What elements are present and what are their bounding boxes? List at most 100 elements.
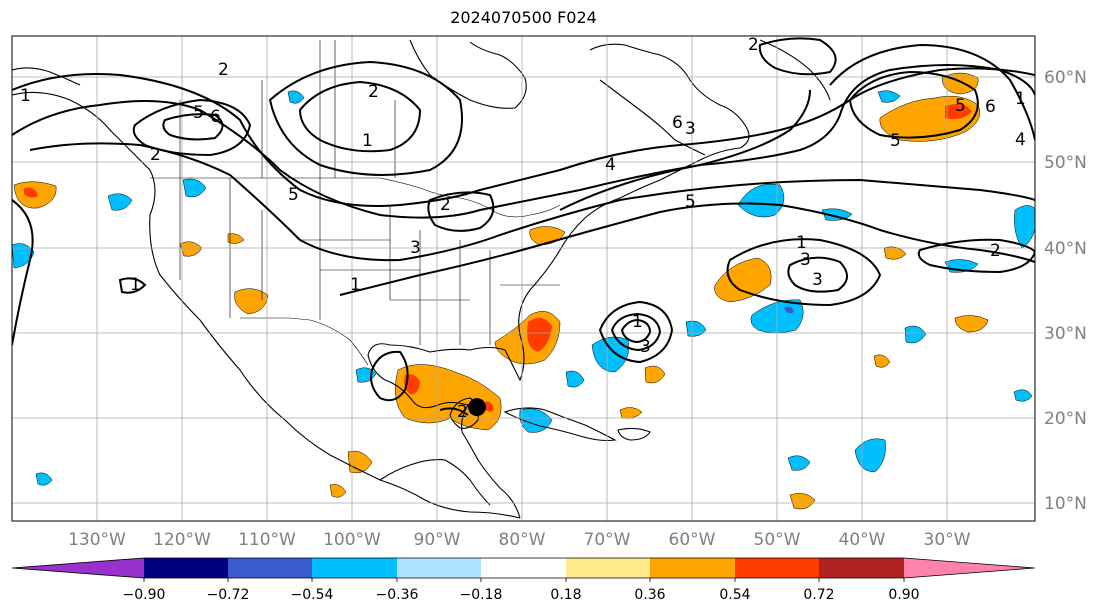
shade-pac-orange-4 [227,233,245,244]
colorbar-tick-label: −0.90 [123,587,166,603]
shade-pac-orange-2 [234,288,269,315]
shade-atl-orange-3 [789,493,816,510]
colorbar-ticks [143,578,905,582]
coast-alaska-islands [12,67,81,86]
shade-atl-blue-12 [821,208,853,221]
lon-tick-label: 80°W [499,530,546,550]
colorbar-segment [312,558,397,578]
contour-hudson-2 [268,60,463,176]
province-lines [179,40,396,178]
shade-atl-orange-4 [644,365,666,384]
map-background [12,36,1035,521]
contour-label: 5 [288,185,299,205]
contour-label: 2 [748,35,759,55]
shade-pac-orange-5 [329,484,347,498]
contour-bermuda-2 [610,312,662,352]
storm-position-marker [468,398,486,417]
lon-tick-label: 110°W [238,530,296,550]
contour-low-6 [162,113,224,141]
lon-tick-label: 120°W [153,530,211,550]
shade-atl-blue-2 [591,336,629,373]
shade-pac-blue-1 [12,243,35,269]
colorbar: −0.90 −0.72 −0.54 −0.36 −0.18 0.18 0.36 … [11,557,1036,603]
shade-atl-orange-2 [954,315,989,333]
shade-florida-red [527,317,552,352]
contour-bermuda-3 [620,318,652,344]
lat-tick-label: 40°N [1044,239,1087,259]
contour-label: 2 [990,241,1001,261]
colorbar-tick-label: −0.54 [291,587,334,603]
shade-pac-red-1 [24,187,38,198]
contour-label: 2 [457,402,468,422]
coast-cuba [503,407,617,442]
map-frame [11,35,1036,522]
lon-tick-label: 100°W [323,530,381,550]
contours [12,37,1035,416]
contour-label: 2 [440,195,451,215]
coast-gulf-east [367,43,750,519]
colorbar-tick-label: 0.72 [803,587,834,603]
lon-tick-label: 40°W [839,530,886,550]
border-us-mexico [240,317,369,366]
contour-label: 5 [193,103,204,123]
contour-2 [29,142,1035,262]
shade-atl-blue-14 [1013,389,1033,402]
contour-tail-2 [439,407,469,416]
colorbar-segment [144,558,228,578]
coast-yucatan [449,397,479,429]
colorbar-segment [650,558,735,578]
map-area: 1 2 5 6 2 1 1 5 2 3 1 6 5 4 2 1 3 1 3 2 … [12,35,1035,521]
shade-pac-blue-2 [35,472,53,486]
contour-label: 3 [410,238,421,258]
contour-low-5 [132,98,252,157]
contour-label: 3 [812,270,823,290]
lon-tick-label: 30°W [924,530,971,550]
coast-hudson-bay [409,39,527,109]
colorbar-segment [819,558,904,578]
colorbar-segment [228,558,312,578]
shade-atl-blue-8 [877,90,901,103]
lon-tick-label: 60°W [669,530,716,550]
contour-1c [12,199,1035,346]
contour-label: 6 [672,113,683,133]
contour-label: 1 [130,275,141,295]
contour-label: 1 [1015,89,1026,109]
shade-atl-orange-7 [883,246,907,260]
contour-label: 6 [985,97,996,117]
contour-canada-3 [427,191,495,232]
contour-hudson-1 [298,80,422,153]
coast-labrador [599,79,706,156]
lon-tick-label: 130°W [68,530,126,550]
shade-atl-orange-1 [714,257,772,303]
colorbar-tick-label: 0.18 [550,587,581,603]
lon-tick-labels: 130°W 120°W 110°W 100°W 90°W 80°W 70°W 6… [68,530,971,550]
contour-label: 1 [350,275,361,295]
contour-label: 5 [955,96,966,116]
shade-atl-blue-4 [1014,205,1035,249]
contour-label: 5 [685,192,696,212]
contour-label: 2 [218,60,229,80]
colorbar-tick-label: 0.54 [719,587,750,603]
colorbar-segment [566,558,650,578]
contour-atl-high-2 [829,43,1035,141]
contour-label: 4 [1015,130,1026,150]
contour-label: 1 [20,86,31,106]
shading-layer [12,72,1035,510]
shade-can-blue-3 [287,90,305,104]
shade-gulf-red-2 [484,401,494,412]
lat-tick-label: 20°N [1044,409,1087,429]
contour-1b [12,64,1035,219]
contour-labels: 1 2 5 6 2 1 1 5 2 3 1 6 5 4 2 1 3 1 3 2 … [20,35,1026,422]
colorbar-segment [481,558,566,578]
shade-atl-blue-5 [854,438,886,473]
colorbar-segment [735,558,819,578]
contour-label: 3 [685,119,696,139]
contour-ne-3 [559,89,811,211]
colorbar-tick-label: −0.36 [376,587,419,603]
colorbar-tick-label: −0.72 [207,587,250,603]
shade-can-blue-1 [182,178,207,198]
lat-tick-label: 30°N [1044,324,1087,344]
contour-atl-high-3 [758,37,837,76]
shade-northatl-red [945,104,972,120]
